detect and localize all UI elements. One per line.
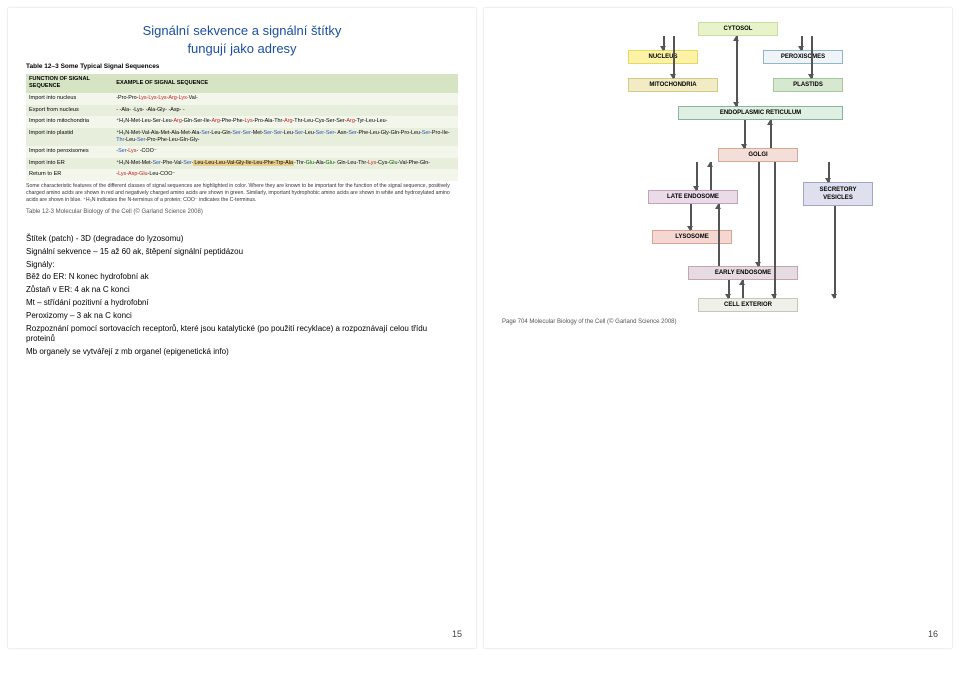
row-function: Import into ER [26, 158, 113, 170]
arrowhead-icon [660, 46, 666, 51]
arrowhead-icon [798, 46, 804, 51]
arrowhead-icon [693, 186, 699, 191]
box-plastids: PLASTIDS [773, 78, 843, 92]
arrow [834, 206, 836, 298]
arrow [758, 162, 760, 266]
table-caption: Some characteristic features of the diff… [26, 183, 458, 204]
reference-right: Page 704 Molecular Biology of the Cell (… [502, 318, 934, 326]
row-sequence: - -Ala- -Lys- -Ala-Gly- -Asp- - [113, 105, 458, 117]
arrowhead-icon [739, 280, 745, 285]
row-sequence: ⁺H₃N-Met-Val-Ala-Met-Ala-Met-Ala-Ser-Leu… [113, 128, 458, 147]
table-col-head-1: EXAMPLE OF SIGNAL SEQUENCE [113, 74, 458, 93]
row-function: Return to ER [26, 169, 113, 181]
page-number-left: 15 [452, 628, 462, 640]
arrowhead-icon [733, 36, 739, 41]
table: FUNCTION OF SIGNAL SEQUENCE EXAMPLE OF S… [26, 74, 458, 181]
arrowhead-icon [725, 294, 731, 299]
page-number-right: 16 [928, 628, 938, 640]
table-row: Import into ER⁺H₃N-Met-Met-Ser-Phe-Val-S… [26, 158, 458, 170]
arrowhead-icon [755, 262, 761, 267]
table-label: Table 12–3 Some Typical Signal Sequences [26, 63, 458, 72]
row-function: Import into mitochondria [26, 116, 113, 128]
arrow [673, 36, 675, 78]
title-line-1: Signální sekvence a signální štítky [143, 23, 342, 38]
box-nucleus: NUCLEUS [628, 50, 698, 64]
body-line: Signály: [26, 260, 458, 271]
box-late-endosome: LATE ENDOSOME [648, 190, 738, 204]
body-line: Signální sekvence – 15 až 60 ak, štěpení… [26, 247, 458, 258]
table-col-head-0: FUNCTION OF SIGNAL SEQUENCE [26, 74, 113, 93]
body-line: Peroxizomy – 3 ak na C konci [26, 311, 458, 322]
box-cell-exterior: CELL EXTERIOR [698, 298, 798, 312]
row-sequence: -Pro-Pro-Lys-Lys-Lys-Arg-Lys-Val- [113, 93, 458, 105]
body-line: Běž do ER: N konec hydrofobní ak [26, 272, 458, 283]
body-line: Mt – střídání pozitivní a hydrofobní [26, 298, 458, 309]
row-sequence: -Ser-Lys- -COO⁻ [113, 146, 458, 158]
arrowhead-icon [707, 162, 713, 167]
table-row: Import into nucleus-Pro-Pro-Lys-Lys-Lys-… [26, 93, 458, 105]
body-line: Rozpoznání pomocí sortovacích receptorů,… [26, 324, 458, 346]
box-er: ENDOPLASMIC RETICULUM [678, 106, 843, 120]
row-function: Import into plastid [26, 128, 113, 147]
page-title: Signální sekvence a signální štítky fung… [26, 22, 458, 57]
body-line: Mb organely se vytvářejí z mb organel (e… [26, 347, 458, 358]
box-cytosol: CYTOSOL [698, 22, 778, 36]
routing-diagram: CYTOSOL NUCLEUS PEROXISOMES MITOCHONDRIA… [518, 22, 918, 312]
row-function: Import into nucleus [26, 93, 113, 105]
table-row: Import into mitochondria⁺H₃N-Met-Leu-Ser… [26, 116, 458, 128]
arrow [718, 204, 720, 266]
arrow [811, 36, 813, 78]
table-row: Return to ER-Lys-Asp-Glu-Leu-COO⁻ [26, 169, 458, 181]
arrowhead-icon [733, 102, 739, 107]
box-mitochondria: MITOCHONDRIA [628, 78, 718, 92]
body-line: Zůstaň v ER: 4 ak na C konci [26, 285, 458, 296]
row-sequence: ⁺H₃N-Met-Met-Ser-Phe-Val-Ser-Leu-Leu-Leu… [113, 158, 458, 170]
box-early-endosome: EARLY ENDOSOME [688, 266, 798, 280]
box-golgi: GOLGI [718, 148, 798, 162]
reference-left: Table 12-3 Molecular Biology of the Cell… [26, 208, 458, 216]
row-function: Export from nucleus [26, 105, 113, 117]
row-sequence: -Lys-Asp-Glu-Leu-COO⁻ [113, 169, 458, 181]
arrowhead-icon [741, 144, 747, 149]
table-row: Import into peroxisomes-Ser-Lys- -COO⁻ [26, 146, 458, 158]
arrowhead-icon [670, 74, 676, 79]
arrowhead-icon [831, 294, 837, 299]
table-row: Import into plastid⁺H₃N-Met-Val-Ala-Met-… [26, 128, 458, 147]
arrowhead-icon [825, 178, 831, 183]
arrowhead-icon [808, 74, 814, 79]
arrowhead-icon [767, 120, 773, 125]
box-lysosome: LYSOSOME [652, 230, 732, 244]
arrowhead-icon [771, 294, 777, 299]
arrow [774, 162, 776, 298]
arrowhead-icon [715, 204, 721, 209]
title-line-2: fungují jako adresy [187, 41, 296, 56]
body-line: Štítek (patch) - 3D (degradace do lyzoso… [26, 234, 458, 245]
box-peroxisomes: PEROXISOMES [763, 50, 843, 64]
arrow [736, 36, 738, 106]
row-sequence: ⁺H₃N-Met-Leu-Ser-Leu-Arg-Gln-Ser-Ile-Arg… [113, 116, 458, 128]
page-right: CYTOSOL NUCLEUS PEROXISOMES MITOCHONDRIA… [484, 8, 952, 648]
arrowhead-icon [687, 226, 693, 231]
signal-sequence-table: Table 12–3 Some Typical Signal Sequences… [26, 63, 458, 204]
page-left: Signální sekvence a signální štítky fung… [8, 8, 476, 648]
body-text: Štítek (patch) - 3D (degradace do lyzoso… [26, 234, 458, 358]
row-function: Import into peroxisomes [26, 146, 113, 158]
table-row: Export from nucleus- -Ala- -Lys- -Ala-Gl… [26, 105, 458, 117]
box-secretory-vesicles: SECRETORY VESICLES [803, 182, 873, 206]
